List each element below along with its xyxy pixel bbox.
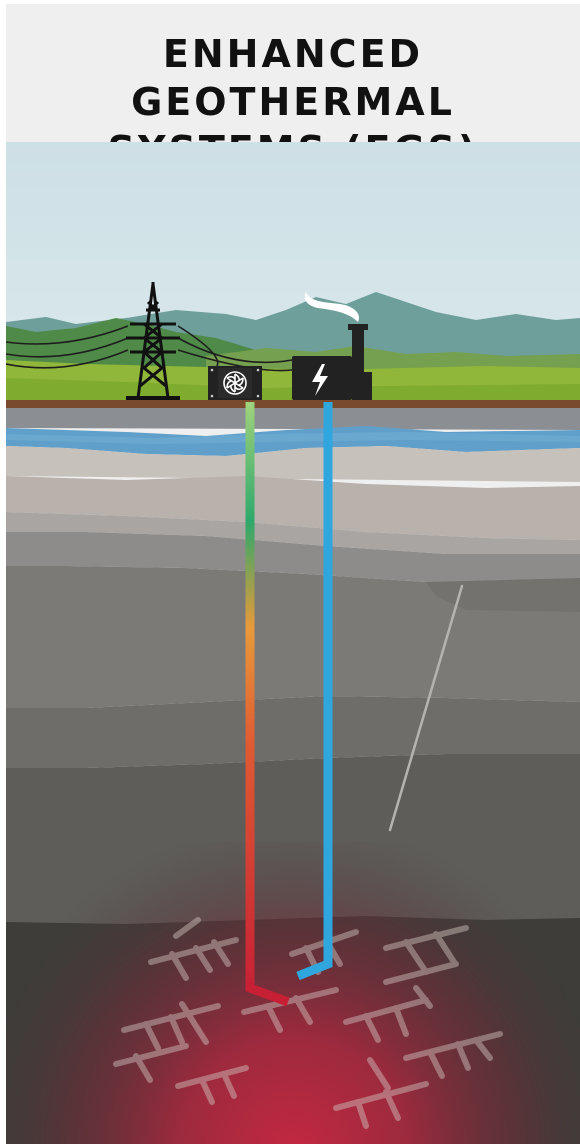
rock-layer-5 xyxy=(6,532,580,582)
aquifer-highlight xyxy=(6,432,580,444)
power-lines xyxy=(6,325,293,372)
lightning-bolt-icon xyxy=(312,364,328,396)
heat-exchanger-unit xyxy=(208,366,262,400)
egs-cross-section xyxy=(6,142,580,1144)
hot-production-well-bend xyxy=(245,982,290,1007)
infographic: ENHANCED GEOTHERMAL SYSTEMS (EGS) xyxy=(6,4,580,1144)
smokestack-icon xyxy=(352,324,364,400)
rock-layer-2 xyxy=(6,446,580,482)
steam-plume xyxy=(304,292,360,322)
fan-icon xyxy=(223,371,247,395)
transmission-tower-icon xyxy=(126,282,180,400)
rock-layer-6-band xyxy=(426,578,580,612)
title-line-1: ENHANCED GEOTHERMAL xyxy=(131,32,455,124)
rock-layer-7 xyxy=(6,696,580,768)
rock-layer-4 xyxy=(6,512,580,554)
cold-injection-well xyxy=(296,402,333,981)
rock-layer-3 xyxy=(6,476,580,540)
title-block: ENHANCED GEOTHERMAL SYSTEMS (EGS) xyxy=(6,4,580,172)
rock-layer-1 xyxy=(6,408,580,430)
topsoil xyxy=(6,400,580,408)
power-plant xyxy=(292,292,372,400)
heat-reservoir-glow xyxy=(6,842,580,1144)
fault-line xyxy=(388,584,464,832)
fracture-network xyxy=(113,917,503,1129)
